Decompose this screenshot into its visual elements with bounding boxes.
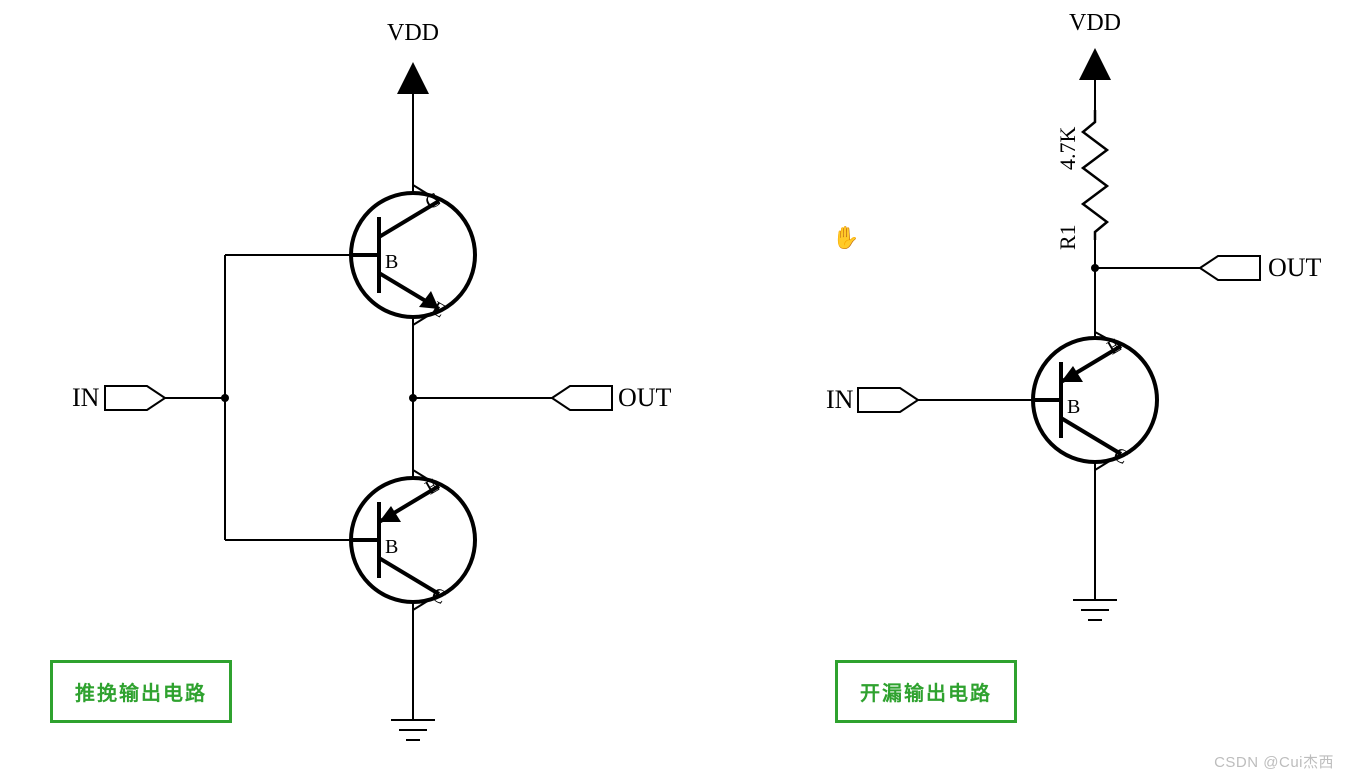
caption-open-drain: 开漏输出电路 [835, 660, 1017, 723]
vdd-label-right: VDD [1069, 10, 1121, 36]
r1-name: R1 [1055, 224, 1080, 250]
hand-cursor-icon: ✋ [832, 225, 859, 251]
push-pull-circuit: VDD IN OUT B C E B E C [72, 20, 672, 740]
svg-text:B: B [385, 251, 398, 273]
out-label-right: OUT [1268, 253, 1322, 282]
r1-value: 4.7K [1055, 127, 1080, 171]
in-label-left: IN [72, 383, 100, 412]
vdd-label-left: VDD [387, 20, 439, 46]
in-label-right: IN [826, 385, 854, 414]
caption-push-pull: 推挽输出电路 [50, 660, 232, 723]
svg-text:B: B [1067, 396, 1080, 418]
svg-text:B: B [385, 536, 398, 558]
watermark-text: CSDN @Cui杰西 [1214, 751, 1334, 772]
out-label-left: OUT [618, 383, 672, 412]
open-drain-circuit: VDD IN OUT R1 4.7K B E C [826, 10, 1322, 620]
